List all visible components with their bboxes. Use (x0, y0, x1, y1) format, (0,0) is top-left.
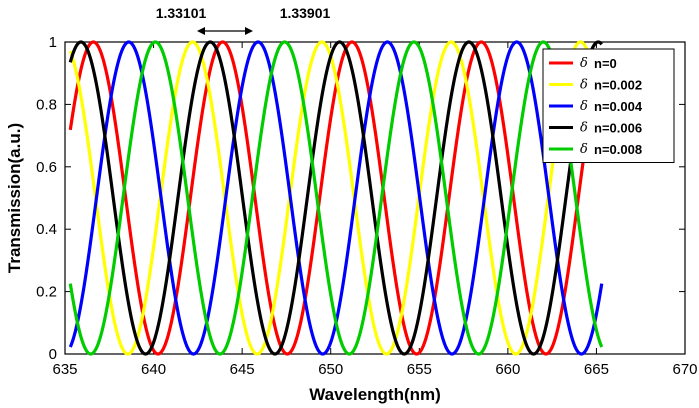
legend-label-1: n=0.002 (594, 78, 642, 93)
x-tick-label: 670 (672, 361, 697, 378)
legend-symbol-1: δ (580, 78, 588, 93)
legend-symbol-4: δ (580, 142, 588, 157)
legend-symbol-3: δ (580, 121, 588, 136)
legend-label-3: n=0.006 (594, 121, 642, 136)
x-tick-label: 635 (52, 361, 77, 378)
legend-symbol-0: δ (580, 56, 588, 71)
legend: δ n=0 δ n=0.002 δ n=0.004 δ n=0.006 δ n=0.008 (542, 48, 675, 163)
y-tick-label: 0.6 (36, 159, 57, 176)
y-axis-label: Transmission(a.u.) (5, 123, 24, 273)
x-tick-label: 645 (230, 361, 255, 378)
x-tick-label: 655 (407, 361, 432, 378)
series-line-3 (68, 40, 603, 356)
x-tick-label: 665 (584, 361, 609, 378)
y-tick-label: 0.8 (36, 96, 57, 113)
y-tick-label: 0 (49, 346, 57, 363)
annotation-arrowhead-left (197, 27, 205, 35)
x-axis-label: Wavelength(nm) (309, 385, 441, 404)
x-tick-label: 660 (495, 361, 520, 378)
legend-label-2: n=0.004 (594, 99, 643, 114)
y-tick-label: 1 (49, 34, 57, 51)
y-tick-label: 0.4 (36, 221, 57, 238)
series-line-4 (68, 40, 604, 356)
x-tick-label: 640 (141, 361, 166, 378)
annotation-label-left: 1.33101 (156, 5, 207, 21)
legend-label-0: n=0 (594, 56, 617, 71)
annotation-label-right: 1.33901 (280, 5, 331, 21)
plot-frame (64, 41, 686, 355)
legend-symbol-2: δ (580, 99, 588, 114)
x-tick-label: 650 (318, 361, 343, 378)
y-tick-label: 0.2 (36, 284, 57, 301)
legend-label-4: n=0.008 (594, 142, 642, 157)
annotation-arrowhead-right (245, 27, 253, 35)
series-line-1 (68, 40, 604, 356)
series-line-0 (68, 40, 604, 356)
